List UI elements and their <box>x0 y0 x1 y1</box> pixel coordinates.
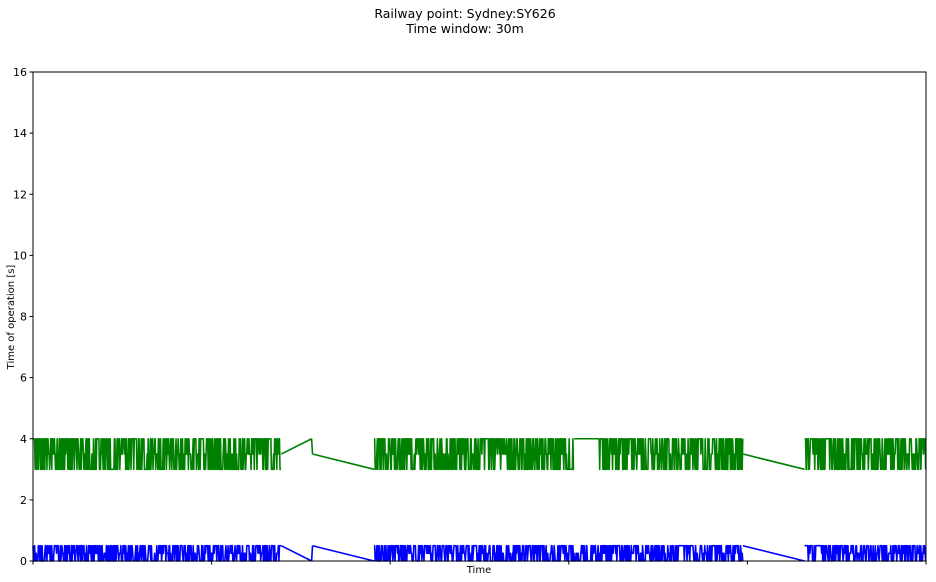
chart-title-line-2: Time window: 30m <box>405 21 524 36</box>
plot-frame <box>32 71 927 562</box>
series-line-2 <box>32 544 927 562</box>
plot-series <box>32 437 927 562</box>
y-tick-label: 14 <box>13 127 27 140</box>
y-tick-label: 4 <box>20 433 27 446</box>
y-axis-label: Time of operation [s] <box>6 265 17 371</box>
y-axis: 0 2 4 6 8 10 12 14 16 <box>13 66 33 568</box>
y-tick-label: 6 <box>20 372 27 385</box>
y-tick-label: 8 <box>20 311 27 324</box>
y-tick-label: 0 <box>20 555 27 568</box>
x-axis-label: Time <box>466 565 491 576</box>
series-line-1 <box>32 437 927 471</box>
y-tick-label: 10 <box>13 249 27 262</box>
y-tick-label: 16 <box>13 66 27 79</box>
y-tick-label: 2 <box>20 494 27 507</box>
x-axis <box>32 561 927 565</box>
chart-title-line-1: Railway point: Sydney:SY626 <box>374 6 555 21</box>
y-tick-label: 12 <box>13 188 27 201</box>
